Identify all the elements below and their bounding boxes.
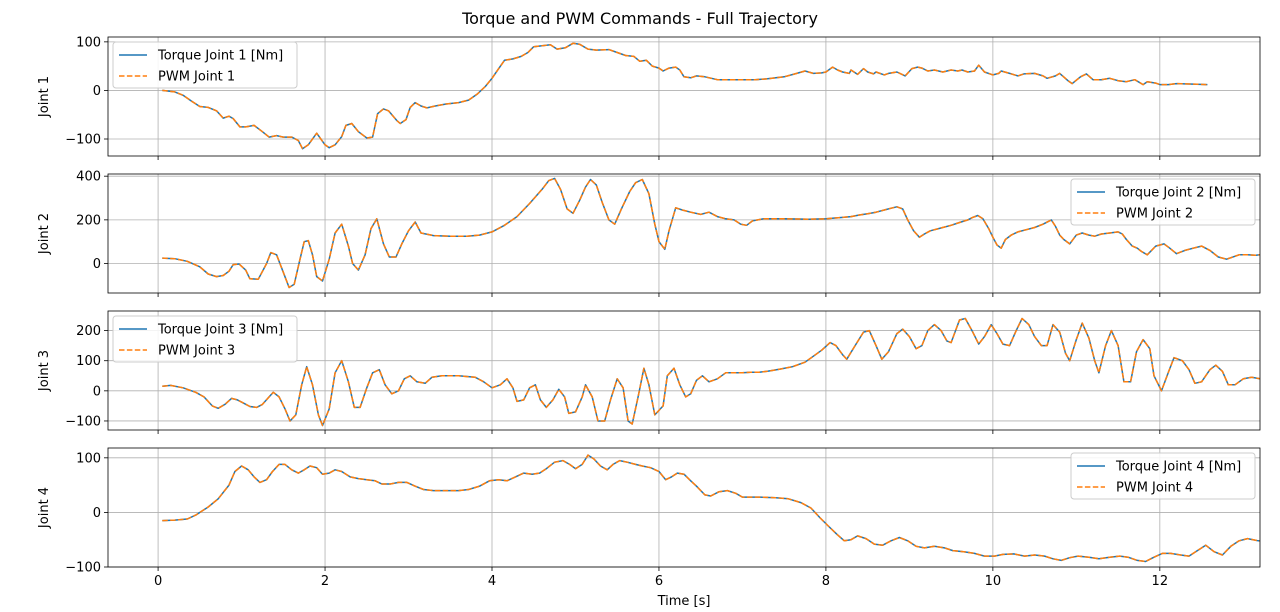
axes-frame: [107, 310, 1261, 431]
series-line-pwm: [162, 454, 1260, 563]
series-line-pwm: [162, 317, 1260, 427]
y-tick-label: 0: [93, 384, 101, 399]
x-tick-label: 10: [985, 574, 1002, 589]
legend-box: [112, 41, 298, 89]
axes-frame: [107, 173, 1261, 294]
axes-frame: [107, 447, 1261, 568]
legend-box: [112, 315, 298, 363]
legend-label: Torque Joint 4 [Nm]: [1115, 460, 1241, 475]
legend-label: PWM Joint 1: [158, 70, 235, 85]
x-tick-label: 12: [1152, 574, 1169, 589]
y-tick-label: 0: [93, 257, 101, 272]
y-axis-label: Joint 4: [37, 487, 52, 529]
y-tick-label: 200: [76, 213, 101, 228]
series-line-torque: [162, 42, 1208, 150]
subplot-joint-3: −100 0 100 200 Joint 3 Torque Joint 3 [Nm] PWM…: [37, 310, 1261, 434]
y-axis-label: Joint 3: [37, 350, 52, 392]
legend-box: [1070, 178, 1256, 226]
legend-label: PWM Joint 4: [1116, 481, 1193, 496]
axes-frame: [107, 36, 1261, 157]
legend-label: Torque Joint 3 [Nm]: [157, 323, 283, 338]
y-tick-label: 100: [76, 354, 101, 369]
legend-label: PWM Joint 2: [1116, 207, 1193, 222]
x-axis-label: Time [s]: [657, 594, 711, 609]
x-tick-label: 8: [822, 574, 830, 589]
series-line-pwm: [162, 177, 1260, 289]
chart-title: Torque and PWM Commands - Full Trajector…: [462, 9, 818, 28]
y-axis-label: Joint 2: [37, 213, 52, 255]
legend: Torque Joint 1 [Nm] PWM Joint 1: [112, 41, 298, 89]
legend: Torque Joint 3 [Nm] PWM Joint 3: [112, 315, 298, 363]
x-tick-label: 6: [655, 574, 663, 589]
y-tick-label: 400: [76, 170, 101, 185]
legend-label: Torque Joint 1 [Nm]: [157, 49, 283, 64]
y-tick-label: 100: [76, 35, 101, 50]
series-line-pwm: [162, 42, 1208, 150]
legend-label: Torque Joint 2 [Nm]: [1115, 186, 1241, 201]
legend: Torque Joint 2 [Nm] PWM Joint 2: [1070, 178, 1256, 226]
subplot-joint-4: 0 2 4 6 8 10 12 −100 0 100 Joint 4 Torque Joint 4 […: [37, 447, 1261, 589]
y-tick-label: 0: [93, 506, 101, 521]
subplot-joint-2: 0 200 400 Joint 2 Torque Joint 2 [Nm] PWM Joi…: [37, 170, 1261, 297]
y-tick-label: −100: [65, 561, 101, 576]
y-tick-label: −100: [65, 133, 101, 148]
y-tick-label: −100: [65, 414, 101, 429]
legend-label: PWM Joint 3: [158, 344, 235, 359]
legend-box: [1070, 452, 1256, 500]
legend: Torque Joint 4 [Nm] PWM Joint 4: [1070, 452, 1256, 500]
y-tick-label: 100: [76, 451, 101, 466]
subplot-joint-1: −100 0 100 Joint 1 Torque Joint 1 [Nm] PWM Jo…: [37, 35, 1261, 160]
x-tick-label: 4: [488, 574, 496, 589]
x-tick-label: 0: [154, 574, 162, 589]
series-line-torque: [162, 317, 1260, 427]
y-axis-label: Joint 1: [37, 76, 52, 118]
y-tick-label: 0: [93, 84, 101, 99]
x-tick-label: 2: [321, 574, 329, 589]
y-tick-label: 200: [76, 324, 101, 339]
